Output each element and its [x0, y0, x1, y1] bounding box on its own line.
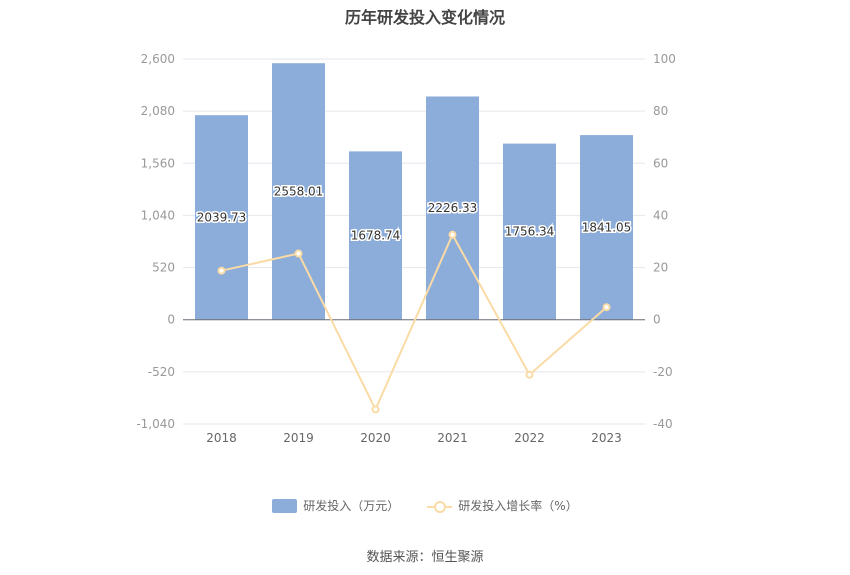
- grid-lines: [183, 58, 645, 425]
- y-left-tick-label: 1,560: [141, 156, 175, 170]
- bar-value-label: 1756.34: [505, 225, 555, 239]
- y-right-tick-label: 80: [653, 104, 668, 118]
- y-axis-right: -40 -20 0 20 40 60 80 100: [653, 52, 676, 431]
- bar-value-label: 1678.74: [351, 229, 401, 243]
- growth-line-series: [217, 230, 611, 414]
- bar-value-label: 2558.01: [274, 184, 324, 198]
- legend-bar-swatch: [272, 498, 298, 513]
- growth-point: [525, 370, 534, 379]
- y-left-tick-label: -520: [148, 365, 175, 379]
- x-tick-label: 2021: [437, 431, 468, 445]
- y-right-tick-label: -20: [653, 365, 673, 379]
- x-tick-label: 2018: [206, 431, 237, 445]
- growth-point: [371, 405, 380, 414]
- bar: [349, 151, 402, 320]
- x-tick-label: 2022: [514, 431, 545, 445]
- y-axis-left: -1,040 -520 0 520 1,040 1,560 2,080 2,600: [136, 52, 175, 431]
- growth-point: [602, 303, 611, 312]
- y-right-tick-label: 100: [653, 52, 676, 66]
- bar-value-labels: 2039.73 2558.01 1678.74 2226.33 1756.34 1841.…: [195, 183, 633, 244]
- legend: 研发投入（万元） 研发投入增长率（%）: [0, 497, 850, 514]
- legend-line-swatch: [427, 499, 453, 513]
- x-tick-label: 2019: [283, 431, 314, 445]
- y-right-tick-label: 40: [653, 208, 668, 222]
- x-axis: 2018 2019 2020 2021 2022 2023: [183, 319, 645, 445]
- growth-point: [217, 266, 226, 275]
- bar-value-label: 2039.73: [197, 210, 247, 224]
- growth-point: [448, 230, 457, 239]
- y-left-tick-label: 2,600: [141, 52, 175, 66]
- y-right-tick-label: -40: [653, 417, 673, 431]
- y-right-tick-label: 0: [653, 313, 661, 327]
- y-right-tick-label: 20: [653, 261, 668, 275]
- bar-value-label: 2226.33: [428, 201, 478, 215]
- legend-item-bar[interactable]: 研发投入（万元）: [272, 497, 399, 514]
- bar-value-label: 1841.05: [582, 220, 632, 234]
- y-left-tick-label: 520: [152, 261, 175, 275]
- y-left-tick-label: 2,080: [141, 104, 175, 118]
- bar: [580, 135, 633, 320]
- legend-item-line[interactable]: 研发投入增长率（%）: [427, 497, 578, 514]
- y-left-tick-label: 1,040: [141, 208, 175, 222]
- chart-title: 历年研发投入变化情况: [344, 8, 505, 27]
- bar: [195, 115, 248, 320]
- bar: [503, 143, 556, 320]
- growth-line: [221, 232, 608, 412]
- x-tick-label: 2023: [591, 431, 622, 445]
- y-left-tick-label: -1,040: [136, 417, 175, 431]
- bar-series: [195, 63, 633, 320]
- x-tick-label: 2020: [360, 431, 391, 445]
- y-left-tick-label: 0: [167, 313, 175, 327]
- legend-label-bar: 研发投入（万元）: [303, 499, 400, 513]
- growth-point: [294, 249, 303, 258]
- chart-canvas: -1,040 -520 0 520 1,040 1,560 2,080 2,600 -40 -2…: [136, 52, 676, 445]
- bar: [272, 63, 325, 320]
- y-right-tick-label: 60: [653, 156, 668, 170]
- source-note: 数据来源：恒生聚源: [366, 550, 484, 565]
- bar: [426, 96, 479, 320]
- legend-label-line: 研发投入增长率（%）: [458, 499, 578, 513]
